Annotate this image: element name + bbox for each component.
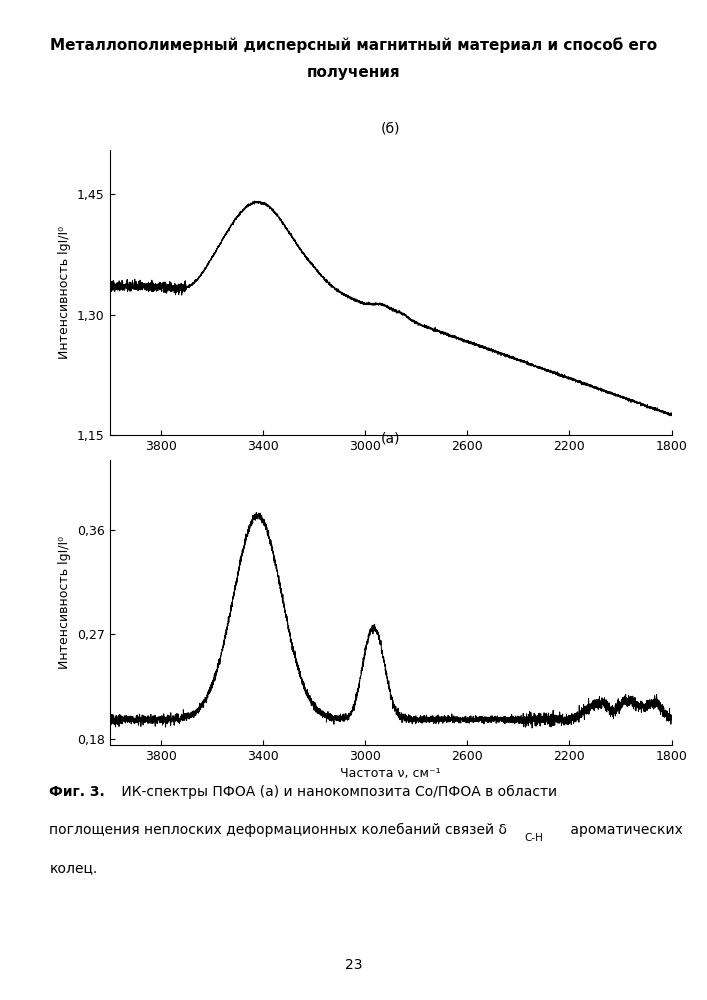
- Text: Металлополимерный дисперсный магнитный материал и способ его: Металлополимерный дисперсный магнитный м…: [50, 37, 657, 53]
- Y-axis label: Интенсивность lgI/I⁰: Интенсивность lgI/I⁰: [59, 226, 71, 359]
- Text: (б): (б): [381, 122, 400, 136]
- Y-axis label: Интенсивность lgI/I⁰: Интенсивность lgI/I⁰: [58, 536, 71, 669]
- Text: С-Н: С-Н: [525, 833, 544, 843]
- Text: ИК-спектры ПФОА (а) и нанокомпозита Со/ПФОА в области: ИК-спектры ПФОА (а) и нанокомпозита Со/П…: [117, 785, 557, 799]
- Text: (а): (а): [381, 432, 400, 446]
- Text: 23: 23: [345, 958, 362, 972]
- X-axis label: Частота ν, см⁻¹: Частота ν, см⁻¹: [340, 767, 441, 780]
- Text: Фиг. 3.: Фиг. 3.: [49, 785, 105, 799]
- Text: поглощения неплоских деформационных колебаний связей δ: поглощения неплоских деформационных коле…: [49, 823, 508, 837]
- Text: получения: получения: [307, 64, 400, 80]
- Text: колец.: колец.: [49, 861, 98, 875]
- Text: ароматических: ароматических: [566, 823, 682, 837]
